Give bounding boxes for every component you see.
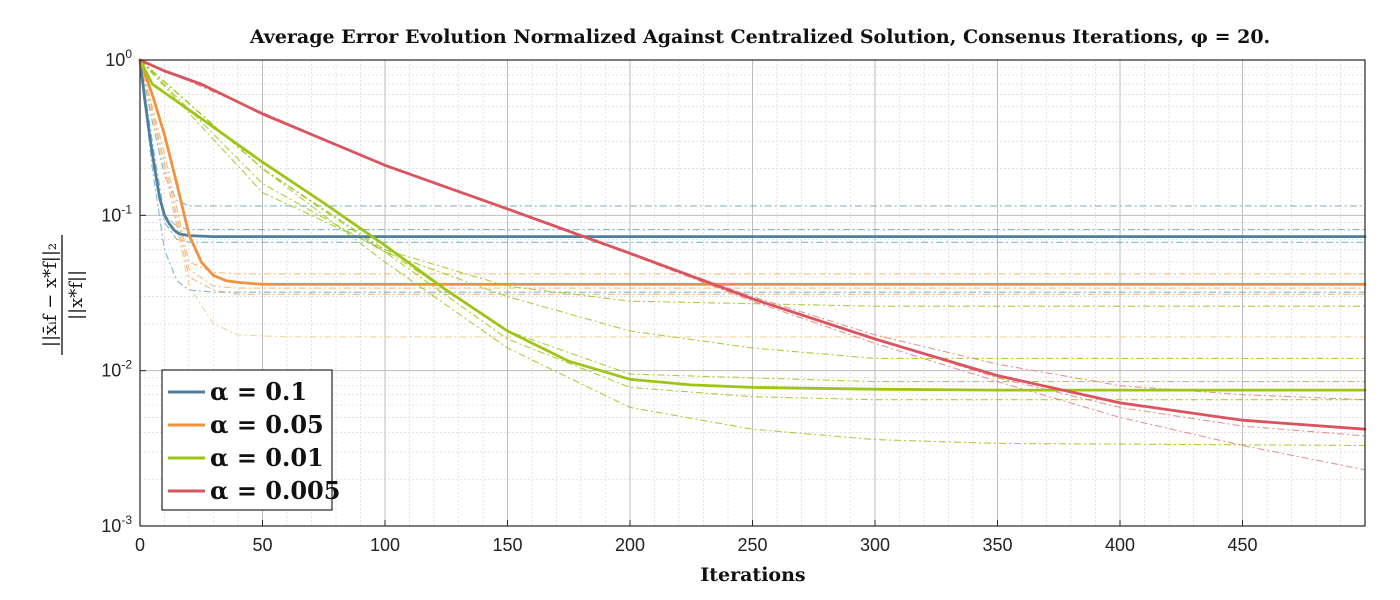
x-axis-label: Iterations (700, 564, 805, 586)
x-tick-label: 450 (1227, 535, 1257, 555)
x-tick-label: 200 (615, 535, 645, 555)
agent-trace-line (139, 59, 1365, 289)
grid-layer (140, 59, 1365, 527)
x-tick-label: 150 (492, 535, 522, 555)
agent-trace-line (139, 59, 1365, 338)
y-axis-label-numerator: ||x̄ᵢf − x*f||₂ (40, 243, 61, 347)
chart-title: Average Error Evolution Normalized Again… (249, 26, 1270, 48)
y-tick-label: 100 (105, 47, 132, 70)
x-tick-label: 300 (860, 535, 890, 555)
x-tick-label: 400 (1105, 535, 1135, 555)
agent-trace-line (139, 59, 1366, 447)
series-line (138, 58, 1367, 286)
agent-trace-line (139, 59, 1365, 207)
series-line (138, 58, 1367, 392)
series-layer (138, 58, 1367, 431)
x-tick-label: 100 (370, 535, 400, 555)
y-tick-label: 10-3 (101, 513, 132, 536)
legend: α = 0.1 α = 0.05 α = 0.01 α = 0.005 (161, 369, 340, 511)
agent-trace-line (139, 59, 1365, 401)
agent-trace-line (139, 59, 1365, 231)
y-axis-label: ||x̄ᵢf − x*f||₂ ||x*f|| (40, 235, 87, 355)
x-tick-label: 250 (737, 535, 767, 555)
x-tick-label: 50 (252, 535, 272, 555)
legend-label: α = 0.01 (210, 443, 324, 472)
legend-label: α = 0.1 (210, 377, 307, 406)
agent-trace-line (139, 59, 1365, 293)
legend-label: α = 0.005 (210, 476, 340, 505)
x-tick-label: 350 (982, 535, 1012, 555)
x-tick-label: 0 (135, 535, 145, 555)
y-tick-label: 10-2 (101, 358, 132, 381)
series-line (138, 58, 1367, 238)
y-axis-label-denominator: ||x*f|| (66, 270, 87, 320)
agent-trace-line (139, 59, 1366, 471)
legend-label: α = 0.05 (210, 410, 324, 439)
tick-layer: 0 50 100 150 200 250 300 350 400 450 100 10-1 10-2 10… (101, 47, 1257, 555)
y-tick-label: 10-1 (101, 202, 132, 225)
series-line (138, 58, 1367, 431)
agent-trace-line (139, 59, 1366, 401)
agent-trace-line (139, 59, 1365, 307)
agent-trace-line (139, 59, 1365, 359)
